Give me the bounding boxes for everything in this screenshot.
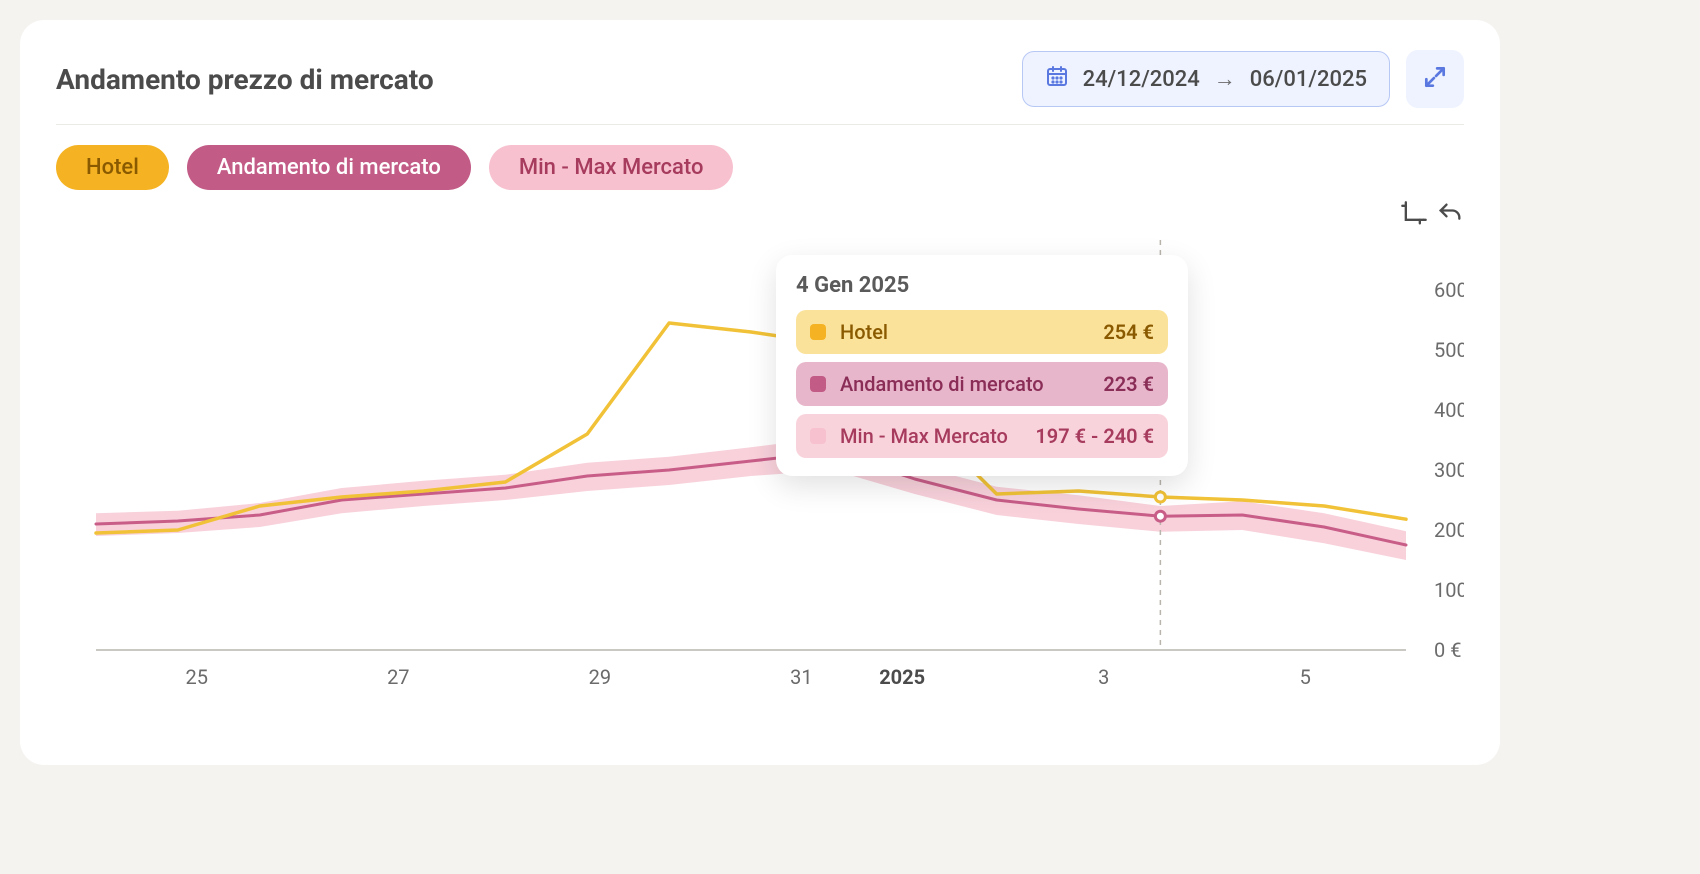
svg-text:300 €: 300 €	[1434, 458, 1464, 482]
svg-text:3: 3	[1098, 665, 1109, 689]
tooltip-row-mercato: Andamento di mercato 223 €	[796, 362, 1168, 406]
tooltip-label-mercato: Andamento di mercato	[840, 372, 1103, 396]
date-from: 24/12/2024	[1083, 67, 1200, 92]
tooltip-date: 4 Gen 2025	[796, 273, 1168, 298]
tooltip-label-hotel: Hotel	[840, 320, 1103, 344]
date-arrow: →	[1214, 66, 1236, 92]
legend: Hotel Andamento di mercato Min - Max Mer…	[56, 145, 1464, 190]
tooltip-swatch-minmax	[810, 428, 826, 444]
card-header: Andamento prezzo di mercato 24/12/2024 →…	[56, 50, 1464, 125]
tooltip-swatch-mercato	[810, 376, 826, 392]
tooltip-value-hotel: 254 €	[1103, 320, 1154, 344]
expand-button[interactable]	[1406, 50, 1464, 108]
expand-icon	[1422, 64, 1448, 94]
calendar-icon	[1045, 64, 1069, 94]
svg-text:200 €: 200 €	[1434, 518, 1464, 542]
legend-mercato[interactable]: Andamento di mercato	[187, 145, 471, 190]
legend-minmax[interactable]: Min - Max Mercato	[489, 145, 734, 190]
svg-text:5: 5	[1300, 665, 1311, 689]
svg-text:0 €: 0 €	[1434, 638, 1461, 662]
svg-text:25: 25	[186, 665, 208, 689]
chart-area: 0 € 100 € 200 € 300 € 400 € 500 € 600 € 25 27 29 3…	[56, 200, 1464, 720]
card-title: Andamento prezzo di mercato	[56, 63, 434, 96]
svg-text:2025: 2025	[879, 665, 925, 689]
tooltip-value-minmax: 197 € - 240 €	[1035, 424, 1154, 448]
svg-text:31: 31	[790, 665, 812, 689]
market-trend-card: Andamento prezzo di mercato 24/12/2024 →…	[20, 20, 1500, 765]
svg-text:29: 29	[589, 665, 611, 689]
tooltip-value-mercato: 223 €	[1103, 372, 1154, 396]
date-to: 06/01/2025	[1250, 67, 1367, 92]
svg-text:500 €: 500 €	[1434, 338, 1464, 362]
date-range-picker[interactable]: 24/12/2024 → 06/01/2025	[1022, 51, 1390, 107]
header-controls: 24/12/2024 → 06/01/2025	[1022, 50, 1464, 108]
svg-text:27: 27	[387, 665, 409, 689]
svg-text:600 €: 600 €	[1434, 278, 1464, 302]
tooltip-swatch-hotel	[810, 324, 826, 340]
tooltip-label-minmax: Min - Max Mercato	[840, 424, 1035, 448]
undo-icon[interactable]	[1436, 200, 1464, 232]
line-chart[interactable]: 0 € 100 € 200 € 300 € 400 € 500 € 600 € 25 27 29 3…	[56, 200, 1464, 720]
tooltip-row-minmax: Min - Max Mercato 197 € - 240 €	[796, 414, 1168, 458]
svg-text:400 €: 400 €	[1434, 398, 1464, 422]
tooltip-row-hotel: Hotel 254 €	[796, 310, 1168, 354]
svg-text:100 €: 100 €	[1434, 578, 1464, 602]
legend-hotel[interactable]: Hotel	[56, 145, 169, 190]
crop-icon[interactable]	[1400, 200, 1428, 232]
chart-tooltip: 4 Gen 2025 Hotel 254 € Andamento di merc…	[776, 255, 1188, 476]
chart-toolbar	[1400, 200, 1464, 232]
